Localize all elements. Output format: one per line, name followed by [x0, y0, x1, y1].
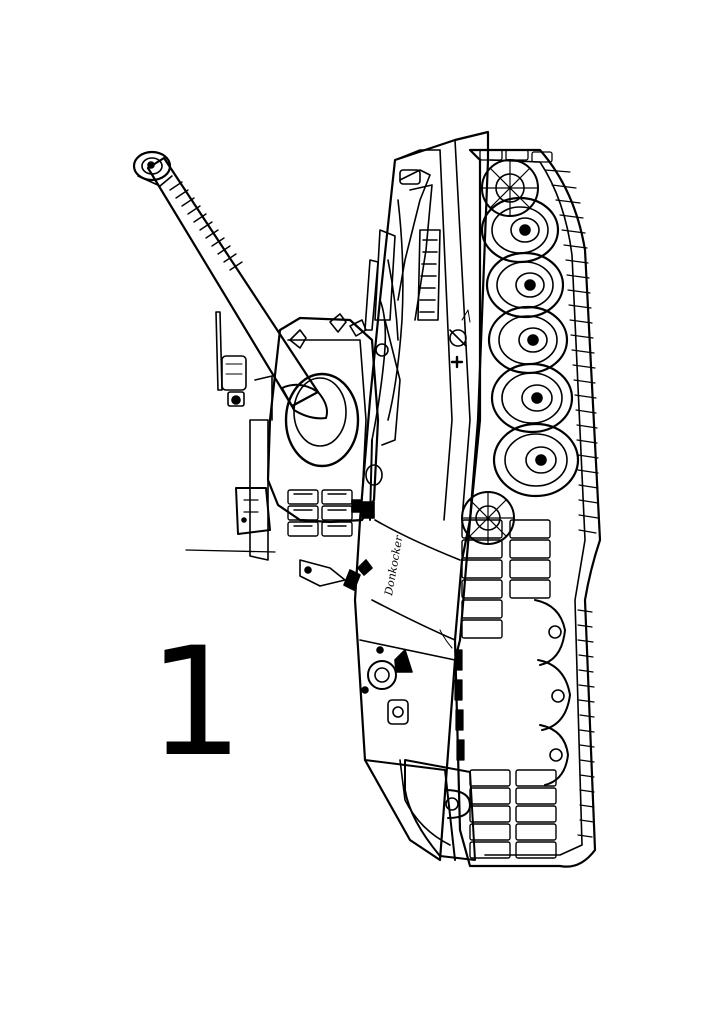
road-wheels: [461, 159, 580, 786]
page-number: 1: [148, 616, 244, 790]
hull: [351, 130, 490, 862]
turret: [185, 311, 380, 591]
track-assembly: [453, 148, 602, 868]
hull-marking-text: Donkocker: [382, 534, 406, 597]
main-gun: [132, 150, 360, 468]
